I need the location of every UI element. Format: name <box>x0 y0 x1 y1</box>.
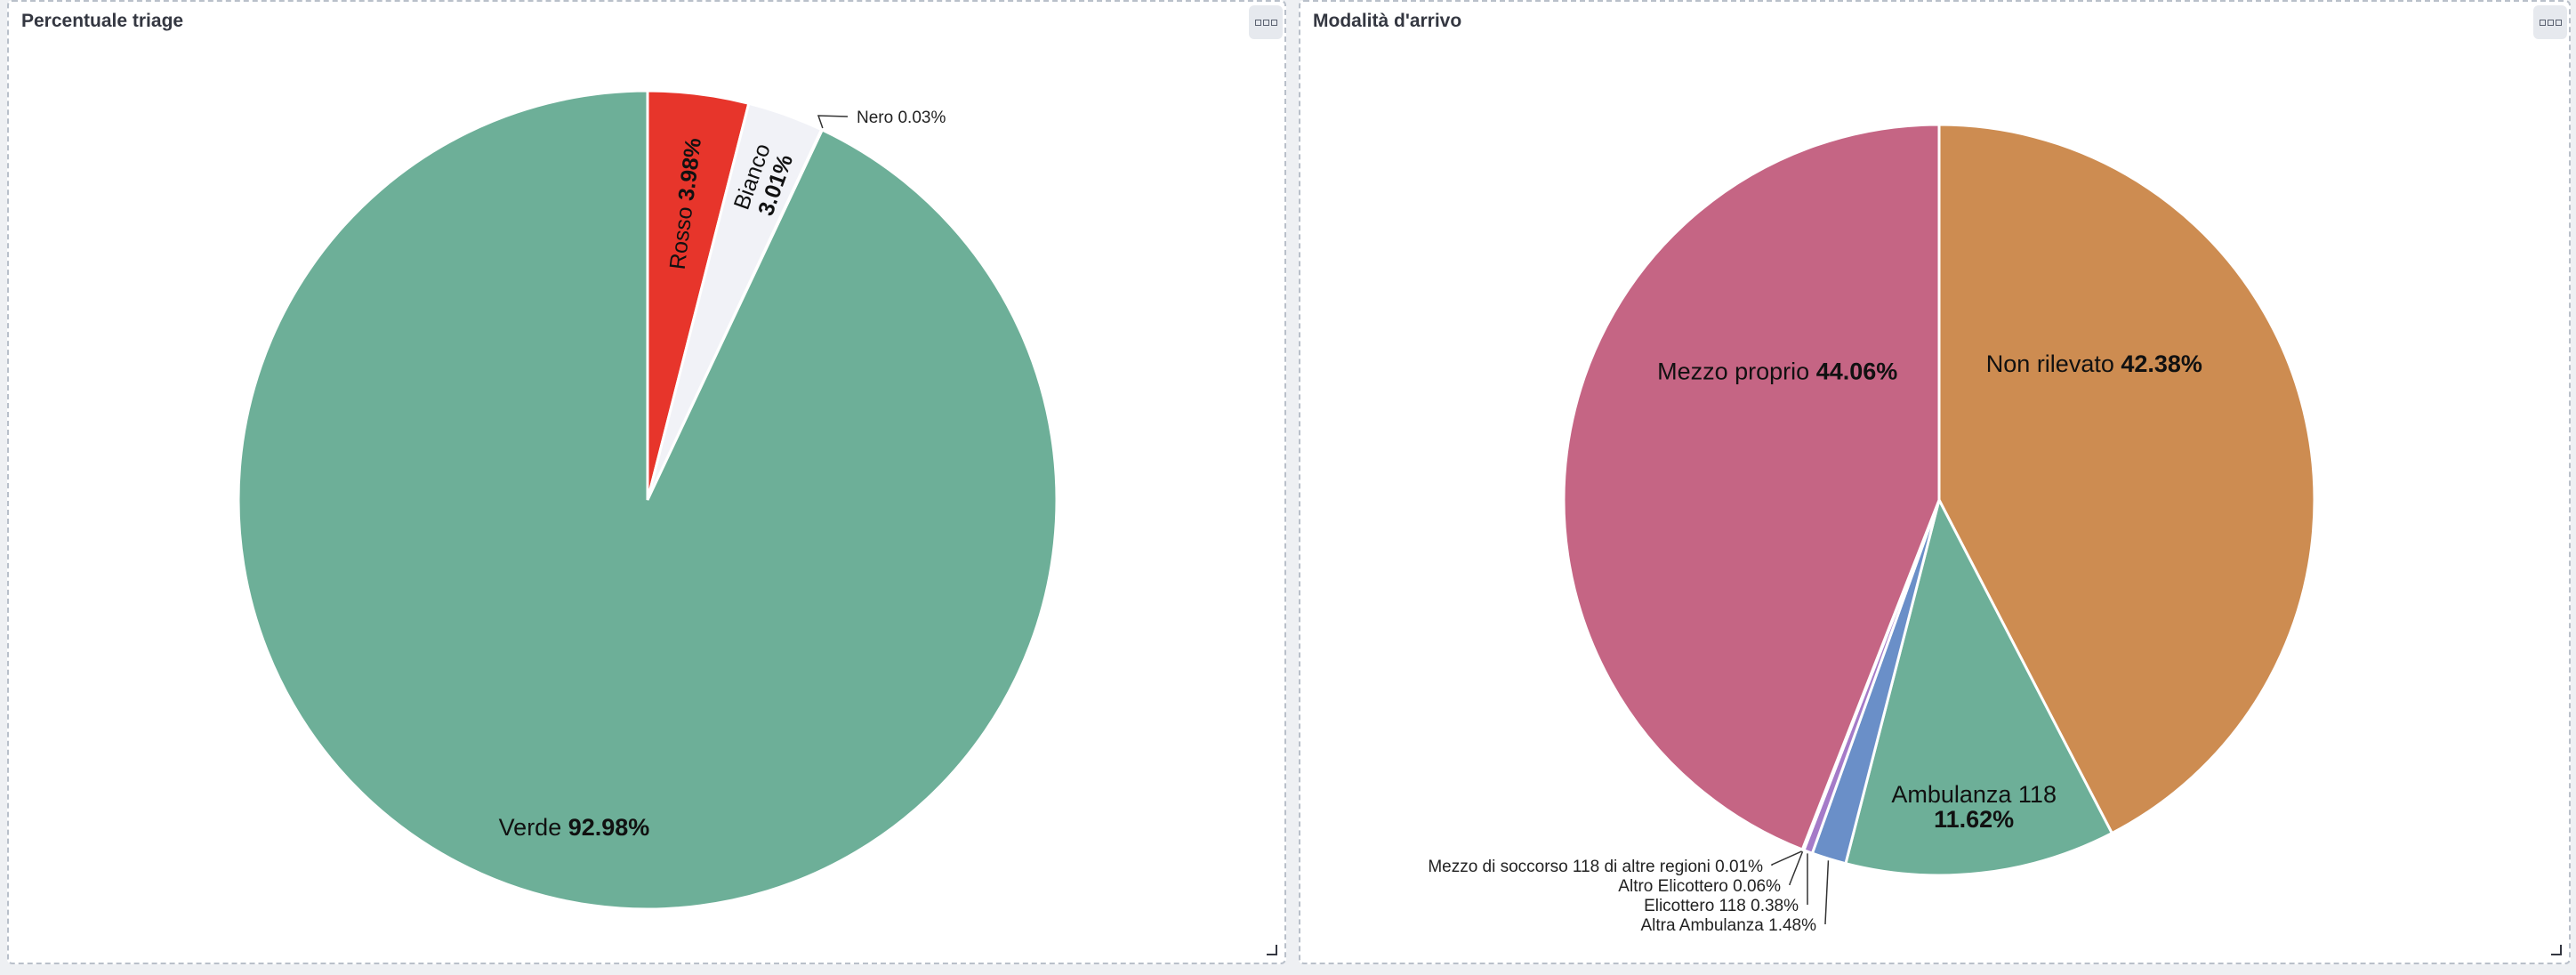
panel-title: Modalità d'arrivo <box>1313 11 1462 31</box>
slice-name: Mezzo proprio <box>1657 359 1816 385</box>
panel-options-icon[interactable] <box>1249 5 1283 39</box>
slice-name: Elicottero 118 <box>1644 897 1751 915</box>
svg-text:Altra Ambulanza 1.48%: Altra Ambulanza 1.48% <box>1640 916 1816 935</box>
slice-percent: 92.98% <box>568 814 650 841</box>
pie-slice-mezzo-proprio[interactable] <box>1562 123 1941 851</box>
slice-label-mezzo-proprio: Mezzo proprio 44.06% <box>1657 359 1897 385</box>
slice-label-verde: Verde 92.98% <box>499 814 650 841</box>
pie-slice-non-rilevato[interactable] <box>1937 123 2316 835</box>
callout-leader-line <box>1824 860 1830 924</box>
slice-callout-altra-ambulanza: Altra Ambulanza 1.48% <box>1640 860 1830 935</box>
panel-percentuale-triage: Percentuale triage Rosso 3.98% Bianco 3.01… <box>7 0 1286 964</box>
slice-name: Ambulanza 118 <box>1891 781 2057 808</box>
svg-text:Altro Elicottero 0.06%: Altro Elicottero 0.06% <box>1618 877 1781 896</box>
slice-callout-altro-elicottero: Altro Elicottero 0.06% <box>1618 850 1804 896</box>
resize-handle-icon[interactable] <box>2551 945 2562 955</box>
slice-percent: 1.48% <box>1768 916 1816 935</box>
slice-percent: 42.38% <box>2121 351 2202 377</box>
slice-label-non-rilevato: Non rilevato 42.38% <box>1986 351 2202 377</box>
callout-leader-line <box>1771 850 1802 866</box>
slice-name: Altra Ambulanza <box>1640 916 1768 935</box>
slice-name: Non rilevato <box>1986 351 2121 377</box>
svg-text:Mezzo proprio 44.06%: Mezzo proprio 44.06% <box>1657 359 1897 385</box>
svg-text:Nero 0.03%: Nero 0.03% <box>857 109 946 127</box>
svg-text:Verde 92.98%: Verde 92.98% <box>499 814 650 841</box>
slice-callout-mezzo-di-soccorso-118-di-altre-regioni: Mezzo di soccorso 118 di altre regioni 0… <box>1428 850 1802 876</box>
slice-percent: 44.06% <box>1816 359 1898 385</box>
slice-name: Nero <box>857 109 898 127</box>
slice-percent: 0.03% <box>898 109 946 127</box>
slice-callout-elicottero-118: Elicottero 118 0.38% <box>1644 853 1808 915</box>
pie-slices <box>237 89 1059 911</box>
slice-callout-nero: Nero 0.03% <box>817 109 946 129</box>
panel-title: Percentuale triage <box>21 11 184 31</box>
slice-percent: 11.62% <box>1934 806 2014 833</box>
pie-slice-verde[interactable] <box>237 89 1059 911</box>
panel-modalita-arrivo: Modalità d'arrivo Non rilevato 42.38% Amb… <box>1299 0 2571 964</box>
callout-leader-line <box>1789 850 1804 885</box>
slice-percent: 0.38% <box>1751 897 1799 915</box>
slice-name: Verde <box>499 814 568 841</box>
pie-slices <box>1562 123 2316 877</box>
slice-percent: 0.06% <box>1733 877 1781 896</box>
svg-text:Non rilevato 42.38%: Non rilevato 42.38% <box>1986 351 2202 377</box>
panel-options-icon[interactable] <box>2533 5 2567 39</box>
slice-percent: 0.01% <box>1715 858 1763 876</box>
callout-leader-line <box>817 115 849 129</box>
resize-handle-icon[interactable] <box>1267 945 1277 955</box>
pie-slice-ambulanza-118[interactable] <box>1844 496 2114 877</box>
svg-text:Mezzo di soccorso 118 di altre: Mezzo di soccorso 118 di altre regioni 0… <box>1428 858 1763 876</box>
svg-text:Elicottero 118 0.38%: Elicottero 118 0.38% <box>1644 897 1799 915</box>
slice-name: Mezzo di soccorso 118 di altre regioni <box>1428 858 1715 876</box>
slice-name: Altro Elicottero <box>1618 877 1733 896</box>
